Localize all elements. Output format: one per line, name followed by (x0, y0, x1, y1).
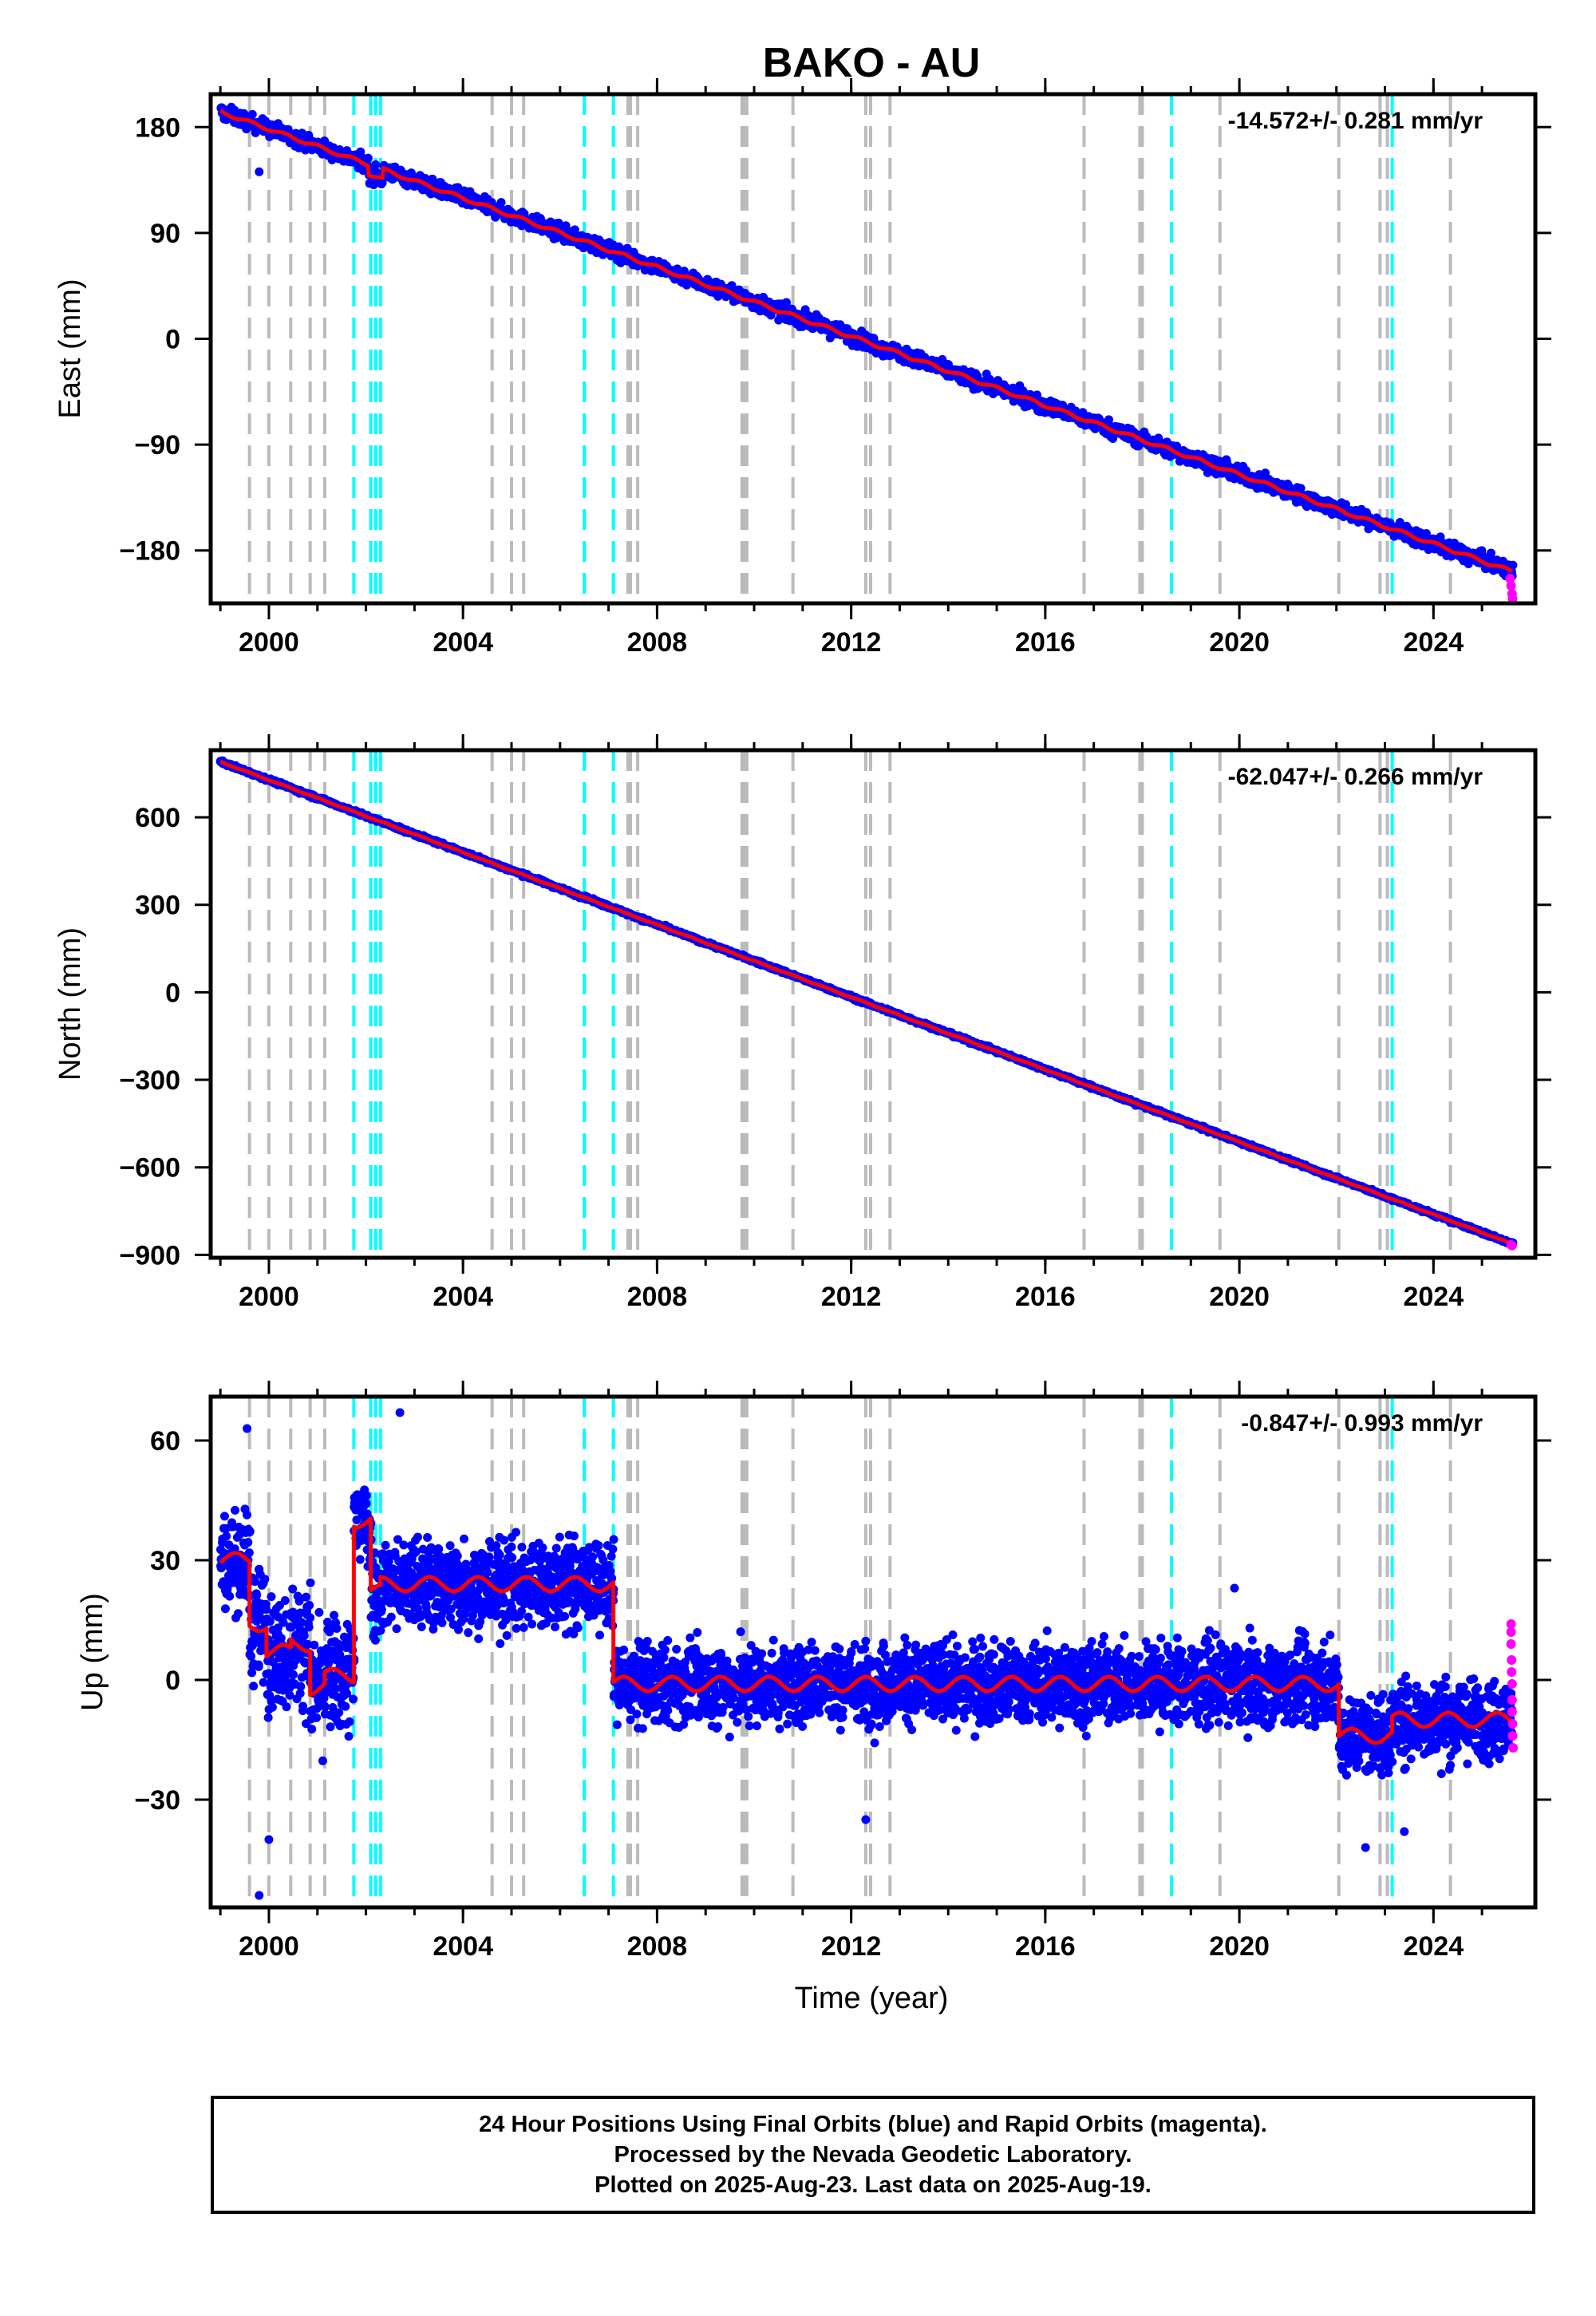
y-tick-label: 90 (150, 219, 180, 249)
y-tick-label: −90 (134, 430, 180, 460)
y-tick-label: 180 (135, 113, 180, 143)
east-y-axis-label: East (mm) (53, 279, 87, 418)
x-tick-label: 2012 (821, 627, 882, 658)
position-point (247, 109, 257, 119)
x-tick-label: 2000 (239, 627, 299, 658)
y-tick-label: 0 (165, 324, 180, 354)
y-tick-label: −180 (119, 536, 180, 567)
x-tick-label: 2004 (433, 627, 493, 658)
position-point (1486, 548, 1495, 558)
rapid-point (1506, 580, 1516, 591)
position-point (363, 153, 373, 163)
east-model-line (219, 109, 1514, 574)
outlier-point (463, 187, 472, 196)
x-tick-label: 2024 (1403, 627, 1464, 658)
x-tick-label: 2020 (1209, 627, 1270, 658)
position-point (496, 198, 506, 207)
x-axis-label: Time (year) (795, 1982, 949, 2015)
panel-north: 2000 2004 2008 2012 2016 2020 20246003000−300−… (53, 734, 1551, 1312)
panels: 2000 2004 2008 2012 2016 2020 2024 180 90 0 −90 −18… (53, 78, 1551, 1962)
x-tick-label: 2016 (1015, 627, 1076, 658)
outlier-point (255, 167, 264, 176)
east-rate-label: -14.572+/- 0.281 mm/yr (1228, 108, 1483, 134)
outlier-point (371, 160, 381, 169)
panel-east: 2000 2004 2008 2012 2016 2020 2024 180 90 0 −90 −18… (53, 78, 1551, 658)
x-tick-label: 2008 (627, 627, 688, 658)
chart-title: BAKO - AU (763, 40, 981, 86)
position-point (561, 221, 571, 231)
